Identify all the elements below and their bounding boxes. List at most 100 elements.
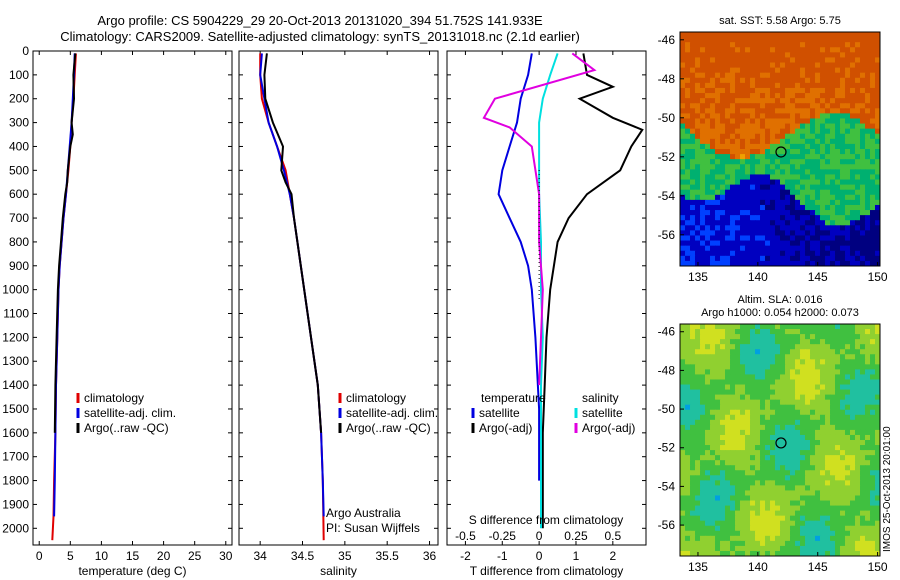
salinity-profile-xtick-label: 34 bbox=[253, 549, 267, 563]
sst-map-xtick-label: 135 bbox=[688, 270, 708, 284]
sst-map-ytick-label: -56 bbox=[658, 228, 676, 242]
salinity-legend-label: satellite-adj. clim. bbox=[346, 406, 438, 420]
temperature-legend-label: climatology bbox=[84, 391, 144, 405]
depth-tick-label: 2000 bbox=[2, 521, 29, 535]
temperature-profile-xtick-label: 30 bbox=[219, 549, 233, 563]
depth-tick-label: 1300 bbox=[2, 354, 29, 368]
depth-tick-label: 700 bbox=[9, 211, 29, 225]
salinity-profile-xtick-label: 34.5 bbox=[291, 549, 315, 563]
plot-title-line1: Argo profile: CS 5904229_29 20-Oct-2013 … bbox=[97, 13, 543, 28]
sla-map-ytick-label: -52 bbox=[658, 441, 676, 455]
sst-map-xtick-label: 150 bbox=[868, 270, 888, 284]
temperature-profile-xtick-label: 10 bbox=[95, 549, 109, 563]
depth-tick-label: 100 bbox=[9, 68, 29, 82]
salinity-profile-xtick-label: 35 bbox=[338, 549, 352, 563]
plot-title-line2: Climatology: CARS2009. Satellite-adjuste… bbox=[60, 29, 580, 44]
sst-map-xtick-label: 140 bbox=[748, 270, 768, 284]
diff-top-xtick-label: -0.5 bbox=[455, 529, 476, 543]
depth-tick-label: 1600 bbox=[2, 426, 29, 440]
diff-temp-legend-label: Argo(-adj) bbox=[479, 421, 532, 435]
sst-map bbox=[679, 31, 881, 267]
salinity-legend-label: Argo(..raw -QC) bbox=[346, 421, 431, 435]
diff-top-xlabel: S difference from climatology bbox=[469, 513, 624, 527]
sst-map-ytick-label: -46 bbox=[658, 33, 676, 47]
depth-tick-label: 1200 bbox=[2, 330, 29, 344]
sst-map-ytick-label: -48 bbox=[658, 72, 676, 86]
salinity-profile-xtick-label: 36 bbox=[423, 549, 437, 563]
depth-tick-label: 1700 bbox=[2, 450, 29, 464]
temperature-profile-xtick-label: 5 bbox=[67, 549, 74, 563]
depth-tick-label: 200 bbox=[9, 92, 29, 106]
sla-map bbox=[679, 323, 881, 557]
sla-map-ytick-label: -48 bbox=[658, 363, 676, 377]
sst-map-frame bbox=[679, 31, 881, 267]
sla-map-xtick-label: 135 bbox=[688, 560, 708, 574]
sla-map-ytick-label: -50 bbox=[658, 402, 676, 416]
difference-profile-xlabel: T difference from climatology bbox=[470, 564, 624, 578]
imos-side-label: IMOS 25-Oct-2013 20:01:00 bbox=[882, 426, 893, 552]
temperature-profile-xtick-label: 0 bbox=[36, 549, 43, 563]
temperature-profile-xtick-label: 20 bbox=[157, 549, 171, 563]
sst-map-ytick-label: -54 bbox=[658, 189, 676, 203]
depth-tick-label: 1100 bbox=[3, 307, 29, 321]
temperature-legend-label: satellite-adj. clim. bbox=[84, 406, 176, 420]
difference-profile-xtick-label: 0 bbox=[536, 549, 543, 563]
sla-map-title-line1: Altim. SLA: 0.016 bbox=[738, 294, 823, 306]
diff-top-xtick-label: 0.5 bbox=[604, 529, 621, 543]
sla-map-xtick-label: 140 bbox=[748, 560, 768, 574]
sla-map-xtick-label: 145 bbox=[808, 560, 828, 574]
depth-tick-label: 1900 bbox=[2, 497, 29, 511]
depth-tick-label: 1800 bbox=[2, 474, 29, 488]
difference-profile-frame bbox=[446, 50, 647, 546]
temperature-profile-xlabel: temperature (deg C) bbox=[78, 564, 186, 578]
difference-profile-xtick-label: 2 bbox=[609, 549, 616, 563]
temperature-profile-xtick-label: 25 bbox=[188, 549, 202, 563]
sst-map-ytick-label: -50 bbox=[658, 111, 676, 125]
series-temperature-argo-adj- bbox=[541, 53, 644, 529]
sst-map-argo-marker bbox=[775, 146, 787, 158]
depth-tick-label: 400 bbox=[9, 139, 29, 153]
salinity-profile-xlabel: salinity bbox=[320, 564, 357, 578]
difference-profile-xtick-label: -2 bbox=[460, 549, 471, 563]
depth-tick-label: 1000 bbox=[2, 283, 29, 297]
sla-map-title-line2: Argo h1000: 0.054 h2000: 0.073 bbox=[701, 307, 859, 319]
sla-map-field bbox=[680, 324, 880, 556]
diff-temp-legend-label: satellite bbox=[479, 406, 520, 420]
depth-tick-label: 900 bbox=[9, 259, 29, 273]
depth-tick-label: 1400 bbox=[2, 378, 29, 392]
sla-map-ytick-label: -56 bbox=[658, 518, 676, 532]
sst-map-field bbox=[680, 32, 880, 266]
diff-legend-temp-title: temperature bbox=[481, 391, 546, 405]
temperature-legend-label: Argo(..raw -QC) bbox=[84, 421, 169, 435]
depth-tick-label: 0 bbox=[22, 44, 29, 58]
sla-map-ytick-label: -46 bbox=[658, 325, 676, 339]
sla-map-frame bbox=[679, 323, 881, 557]
series-salinity-argo-adj- bbox=[482, 52, 597, 386]
difference-profile-xtick-label: -1 bbox=[497, 549, 508, 563]
salinity-profile-xtick-label: 35.5 bbox=[376, 549, 400, 563]
depth-tick-label: 600 bbox=[9, 187, 29, 201]
temperature-profile-xtick-label: 15 bbox=[126, 549, 140, 563]
sla-map-ytick-label: -54 bbox=[658, 479, 676, 493]
sst-map-ytick-label: -52 bbox=[658, 150, 676, 164]
diff-sal-legend-label: satellite bbox=[582, 406, 623, 420]
depth-tick-label: 500 bbox=[9, 163, 29, 177]
depth-tick-label: 800 bbox=[9, 235, 29, 249]
series-argo-raw-qc- bbox=[263, 53, 323, 433]
difference-profile-xtick-label: 1 bbox=[573, 549, 580, 563]
diff-legend-sal-title: salinity bbox=[582, 391, 619, 405]
diff-top-xtick-label: -0.25 bbox=[489, 529, 517, 543]
argo-australia-label: Argo Australia bbox=[326, 506, 401, 520]
sla-map-argo-marker bbox=[775, 437, 787, 449]
pi-label: PI: Susan Wijffels bbox=[326, 521, 420, 535]
series-argo-raw-qc- bbox=[53, 53, 77, 433]
sst-map-xtick-label: 145 bbox=[808, 270, 828, 284]
diff-top-xtick-label: 0 bbox=[536, 529, 543, 543]
diff-top-xtick-label: 0.25 bbox=[564, 529, 588, 543]
temperature-profile-frame bbox=[32, 50, 233, 546]
sla-map-xtick-label: 150 bbox=[868, 560, 888, 574]
depth-tick-label: 1500 bbox=[2, 402, 29, 416]
salinity-legend-label: climatology bbox=[346, 391, 406, 405]
sst-map-title: sat. SST: 5.58 Argo: 5.75 bbox=[719, 15, 841, 27]
